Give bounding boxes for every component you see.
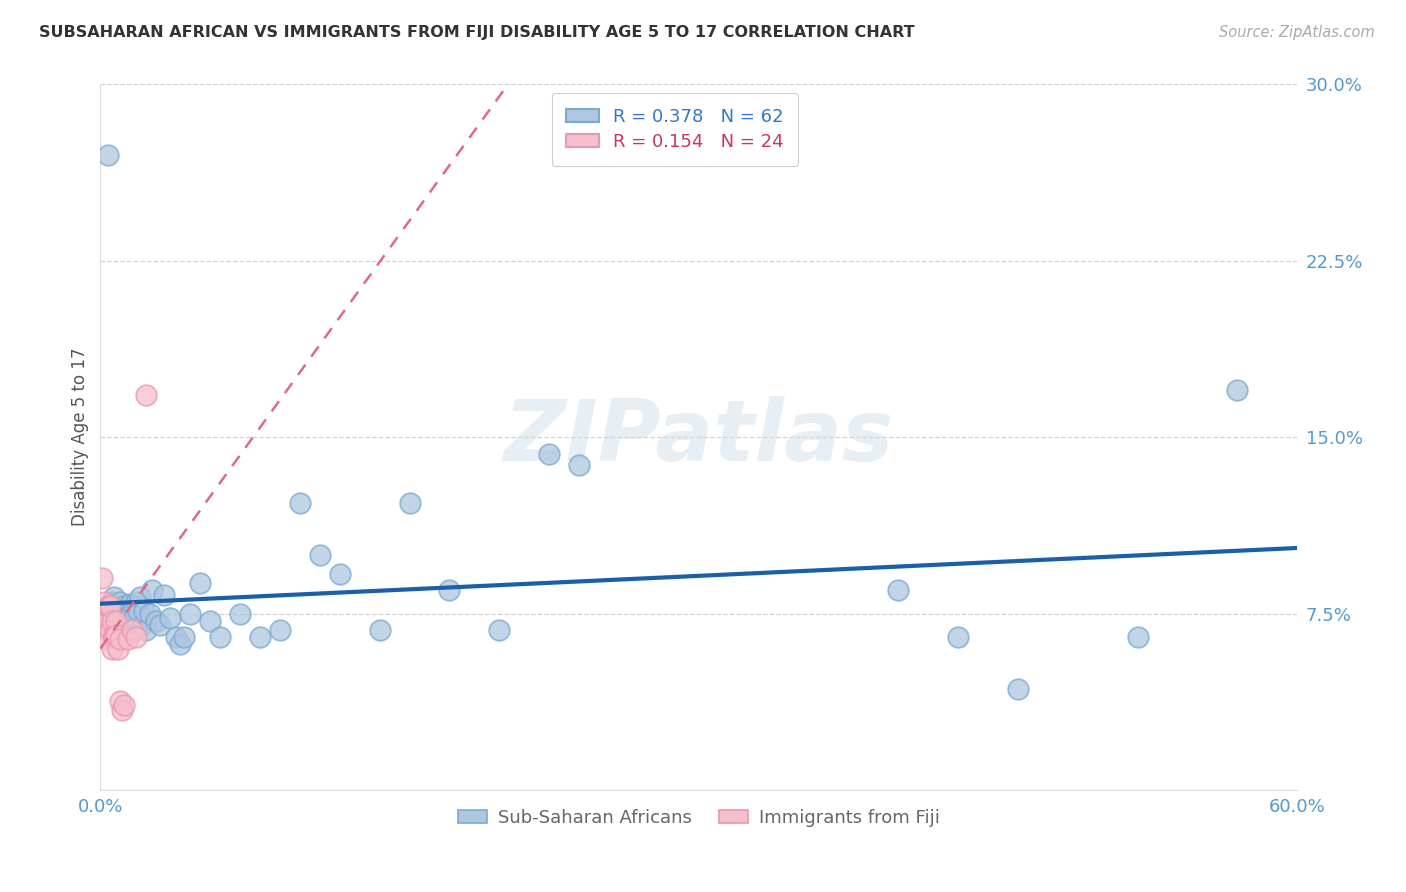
Point [105,628,128,642]
Point [208,630,231,644]
Point [98,599,121,614]
Point [568,458,591,473]
Point [1007,681,1029,696]
Point [103,590,125,604]
Point [107,607,129,621]
Point [97,607,120,621]
Point [120,608,142,623]
Point [103,628,125,642]
Point [111,618,134,632]
Point [105,604,128,618]
Point [439,582,461,597]
Point [887,582,910,597]
Point [1226,383,1249,397]
Legend: Sub-Saharan Africans, Immigrants from Fiji: Sub-Saharan Africans, Immigrants from Fi… [451,801,946,834]
Point [115,623,138,637]
Point [165,630,187,644]
Point [105,618,128,632]
Point [121,623,143,637]
Point [96,632,118,647]
Point [946,630,969,644]
Text: ZIPatlas: ZIPatlas [503,396,894,479]
Point [107,623,129,637]
Point [101,595,124,609]
Point [135,388,157,402]
Point [179,607,201,621]
Point [145,614,167,628]
Point [101,641,124,656]
Text: SUBSAHARAN AFRICAN VS IMMIGRANTS FROM FIJI DISABILITY AGE 5 TO 17 CORRELATION CH: SUBSAHARAN AFRICAN VS IMMIGRANTS FROM FI… [39,25,915,40]
Point [127,604,149,618]
Point [93,604,115,618]
Point [110,693,132,707]
Point [112,698,135,713]
Point [101,614,124,628]
Point [269,623,291,637]
Point [103,630,125,644]
Point [122,599,145,614]
Point [1126,630,1149,644]
Point [538,447,561,461]
Point [120,597,142,611]
Point [198,614,221,628]
Point [125,630,148,644]
Point [103,608,125,623]
Point [117,632,139,647]
Point [131,618,153,632]
Point [91,571,114,585]
Point [249,630,271,644]
Point [97,599,120,614]
Point [141,582,163,597]
Point [188,576,211,591]
Point [98,623,121,637]
Point [329,566,352,581]
Point [97,614,120,628]
Point [110,632,132,647]
Point [169,637,191,651]
Point [110,595,132,609]
Point [121,602,143,616]
Point [115,608,138,623]
Point [101,614,124,628]
Point [173,630,195,644]
Point [110,614,132,628]
Point [288,496,311,510]
Point [117,615,139,630]
Y-axis label: Disability Age 5 to 17: Disability Age 5 to 17 [72,348,89,526]
Point [139,607,162,621]
Point [153,588,176,602]
Point [117,604,139,618]
Point [96,623,118,637]
Point [107,641,129,656]
Point [134,604,156,618]
Point [122,611,145,625]
Point [159,611,181,625]
Point [98,599,121,614]
Point [97,148,120,162]
Point [125,595,148,609]
Point [368,623,391,637]
Point [105,614,128,628]
Point [398,496,420,510]
Point [229,607,252,621]
Point [121,614,143,628]
Point [111,703,134,717]
Point [488,623,510,637]
Point [149,618,172,632]
Point [129,590,152,604]
Point [112,599,135,614]
Point [111,607,134,621]
Point [112,611,135,625]
Point [93,595,115,609]
Point [308,548,330,562]
Text: Source: ZipAtlas.com: Source: ZipAtlas.com [1219,25,1375,40]
Point [135,623,157,637]
